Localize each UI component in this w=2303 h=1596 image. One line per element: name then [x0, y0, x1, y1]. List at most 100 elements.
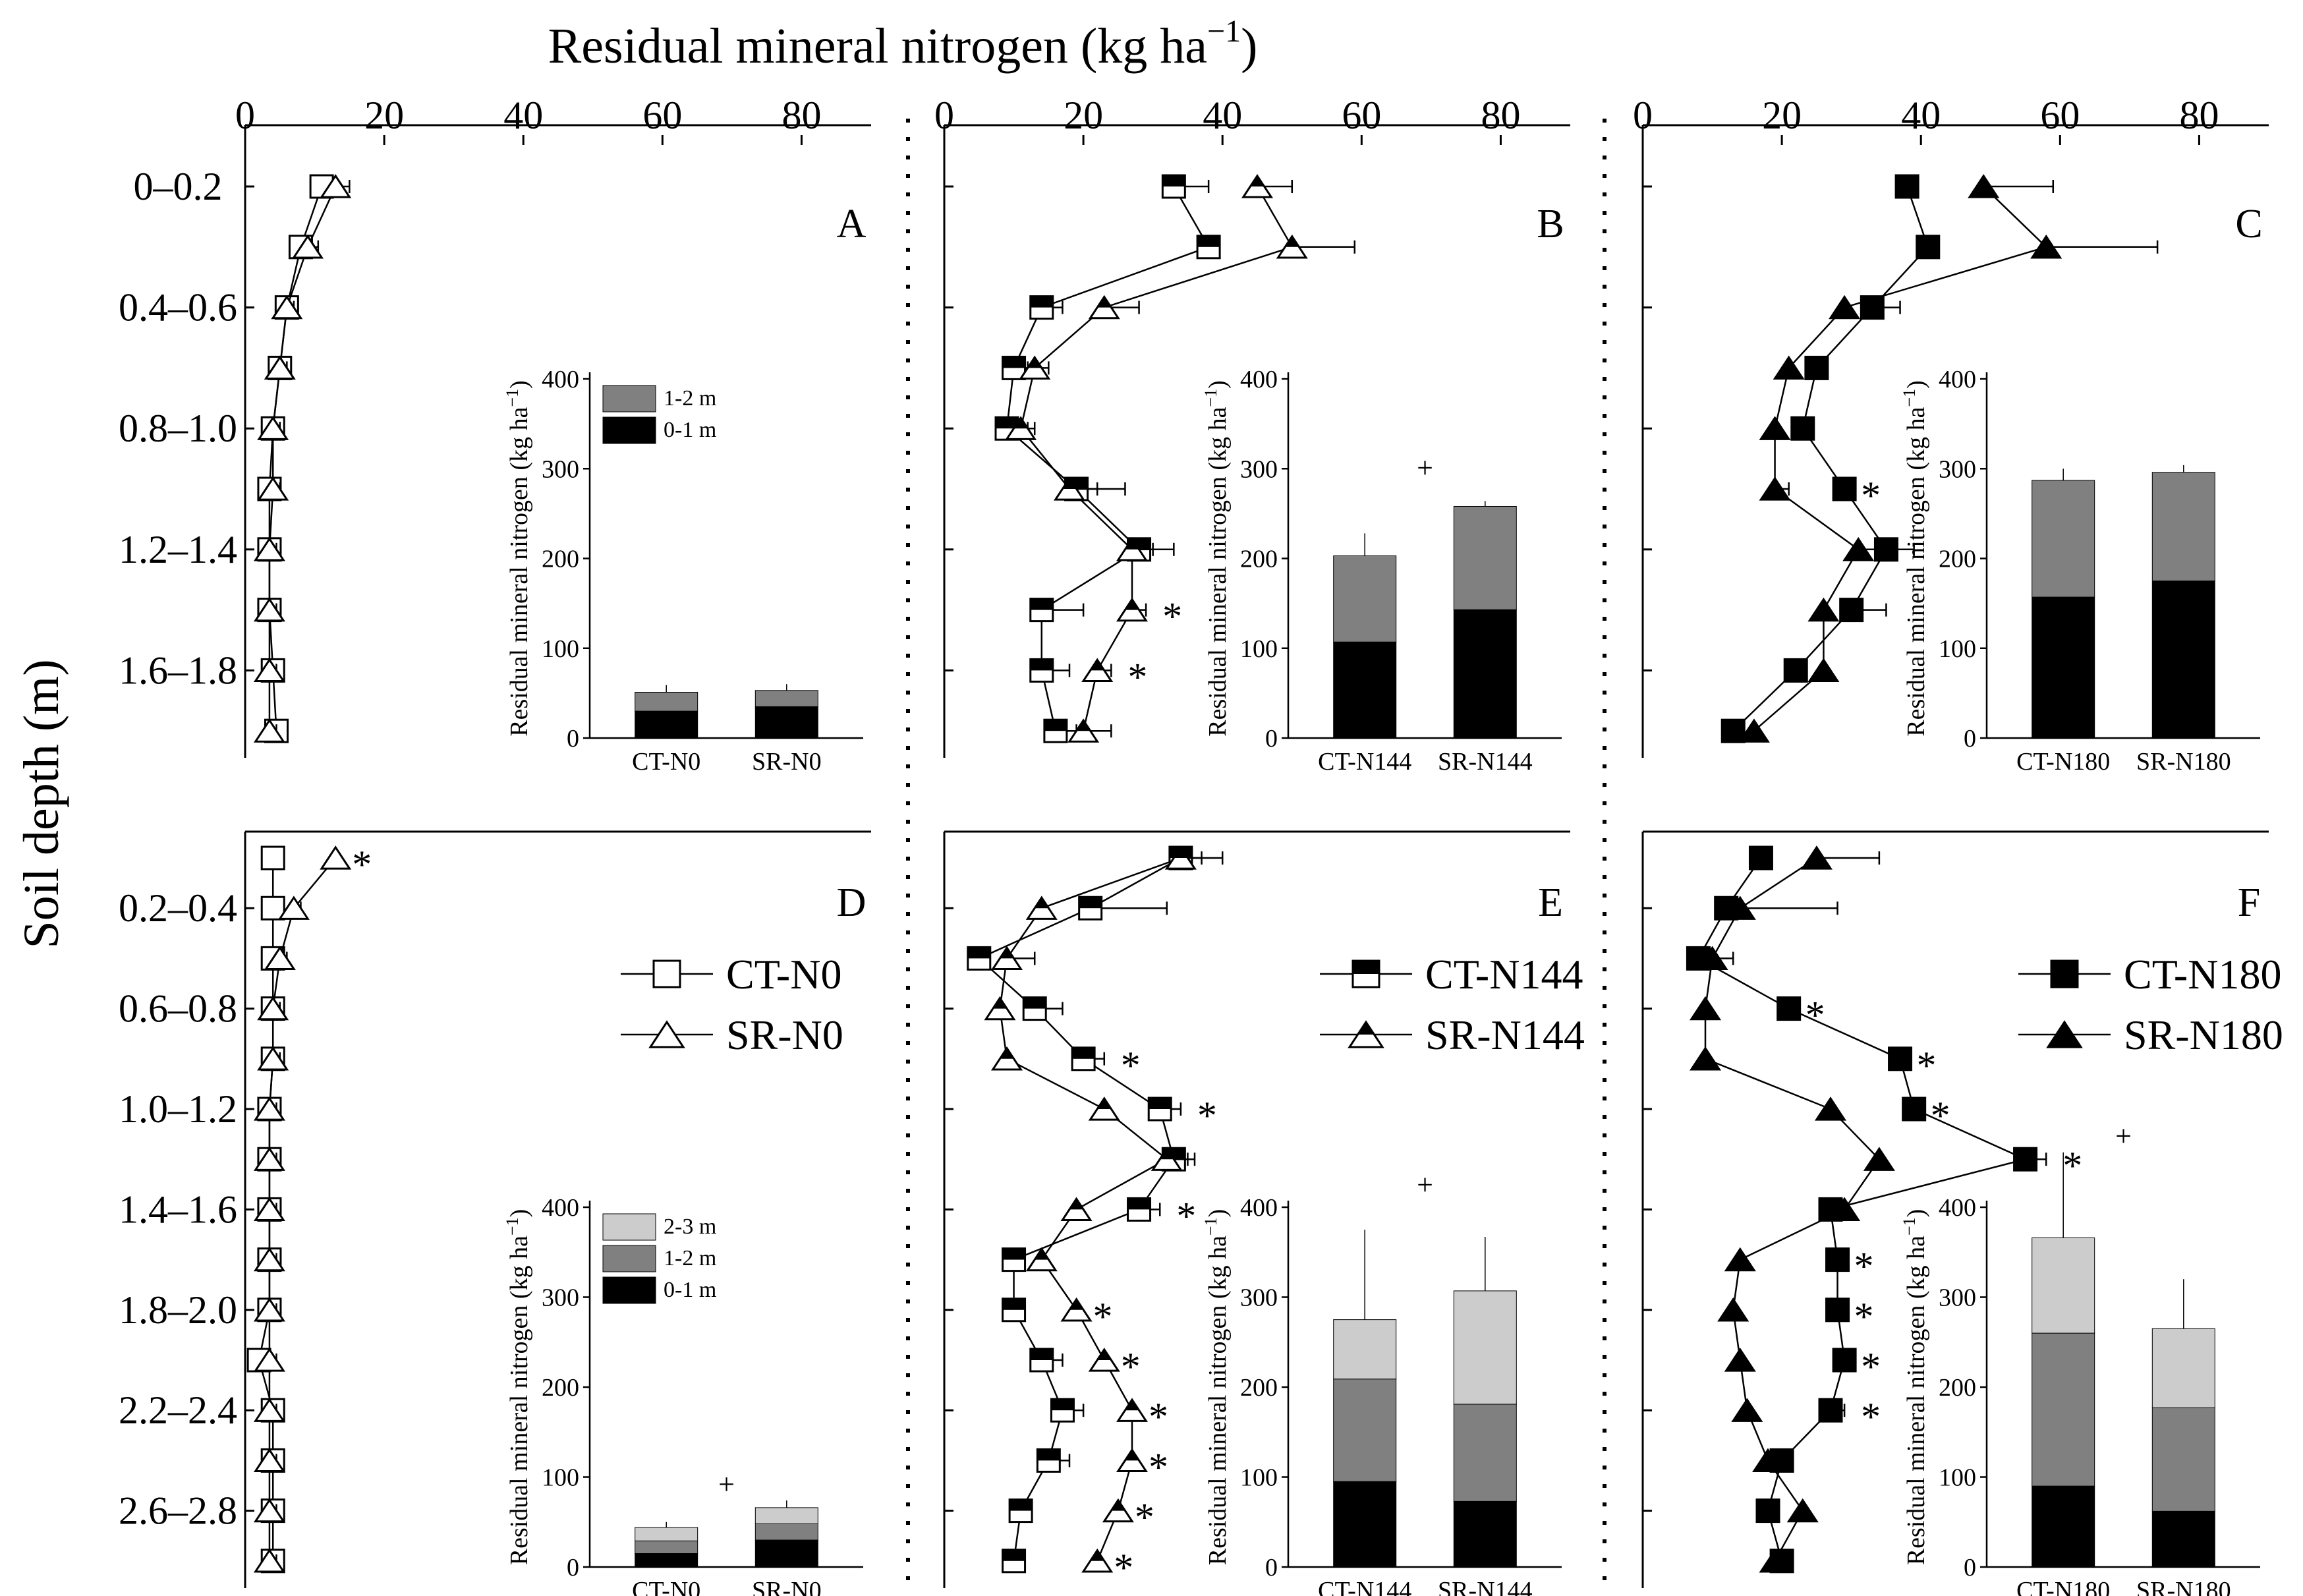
data-point [320, 174, 352, 198]
significance-star: * [1861, 1395, 1881, 1439]
data-point [1790, 416, 1815, 441]
inset-y-axis-title: Residual mineral nitrogen (kg ha−1) [1201, 380, 1232, 737]
inset-bar-segment [1453, 505, 1517, 610]
data-point [1759, 476, 1791, 501]
data-point-fill [1125, 1400, 1139, 1411]
data-point-fill [1160, 1149, 1174, 1160]
data-point [253, 1147, 285, 1171]
data-point [1724, 1247, 1756, 1272]
inset-y-tick-label: 0 [1964, 725, 1976, 753]
data-point [253, 1548, 285, 1573]
inset-bar-segment [635, 1527, 698, 1541]
inset-y-axis-title: Residual mineral nitrogen (kg ha−1) [503, 1209, 533, 1566]
significance-star: * [1149, 1445, 1168, 1489]
inset-y-axis-title: Residual mineral nitrogen (kg ha−1) [1201, 1209, 1232, 1566]
inset-legend-label: 0-1 m [664, 418, 716, 442]
depth-label: 1.2–1.4 [119, 528, 237, 571]
inset-x-tick-label: CT-N180 [2016, 1577, 2110, 1596]
inset-y-tick-label: 200 [1240, 1374, 1278, 1402]
data-point [257, 416, 289, 440]
data-point [1724, 1348, 1756, 1372]
data-point [1717, 1297, 1749, 1322]
inset-y-tick-label: 400 [1939, 366, 1976, 393]
legend-label: CT-N144 [1425, 951, 1583, 998]
x-tick-label: 20 [364, 94, 404, 137]
data-point [1748, 845, 1773, 870]
data-point [277, 896, 310, 920]
data-point [253, 1498, 285, 1523]
inset-y-axis-title-close: ) [1902, 380, 1930, 389]
inset-bar-segment [2032, 596, 2095, 739]
data-point-fill [1069, 1299, 1084, 1310]
series-line-sr-n0 [268, 186, 337, 731]
inset-bar-segment [1453, 609, 1517, 739]
data-point [1832, 1348, 1857, 1373]
inset-x-tick-label: SR-N180 [2136, 748, 2231, 776]
panel-letter: E [1538, 880, 1563, 925]
data-point-fill [1197, 235, 1220, 247]
inset-x-tick-label: SR-N0 [752, 1577, 822, 1596]
panel-letter: F [2238, 880, 2260, 925]
inset-y-tick-label: 200 [542, 1374, 579, 1402]
depth-label: 1.4–1.6 [119, 1187, 237, 1231]
data-point-fill [1097, 1349, 1112, 1360]
inset-legend-swatch [602, 1213, 656, 1241]
inset-y-axis-title-text: Residual mineral nitrogen (kg ha [1902, 1236, 1930, 1565]
data-point-fill [1023, 997, 1046, 1009]
x-tick-label: 80 [2179, 94, 2219, 137]
depth-label: 0.4–0.6 [119, 286, 237, 329]
legend-label: SR-N180 [2124, 1012, 2283, 1058]
inset-y-tick-label: 300 [1939, 455, 1976, 483]
data-point [1804, 355, 1829, 380]
inset-legend-label: 2-3 m [664, 1214, 716, 1239]
depth-label: 0.2–0.4 [119, 886, 237, 930]
significance-star: * [1854, 1295, 1874, 1338]
inset-bar-chart: 0 100 200 300 400 Residual mineral nitrogen (… [503, 366, 863, 776]
inset-y-axis-title-text: Residual mineral nitrogen (kg ha [505, 407, 533, 736]
inset-y-tick-label: 100 [542, 635, 579, 663]
inset-legend-swatch [602, 1276, 656, 1304]
x-tick-label: 40 [1901, 94, 1941, 137]
data-point [1829, 295, 1861, 320]
panel-d: D * CT-N0 SR-N0 0 100 200 300 400 Residual minera… [244, 830, 871, 1596]
legend-marker [648, 1020, 685, 1048]
data-point [1773, 355, 1805, 380]
data-point-fill [996, 417, 1018, 429]
data-point [253, 1197, 285, 1222]
significance-star: * [1861, 474, 1881, 517]
inset-bar-segment [754, 690, 818, 707]
data-point [253, 1247, 285, 1272]
inset-bar-segment [2151, 581, 2215, 739]
inset-legend-swatch [602, 385, 656, 413]
data-point-fill [1035, 898, 1049, 909]
data-point-fill [1125, 1450, 1139, 1461]
data-point [1807, 597, 1840, 622]
data-point [253, 718, 285, 743]
data-point [1807, 658, 1840, 683]
inset-y-tick-label: 300 [1939, 1284, 1976, 1312]
inset-y-tick-label: 200 [542, 546, 579, 573]
data-point [1825, 1297, 1850, 1323]
data-point-fill [1174, 847, 1188, 858]
inset-x-tick-label: CT-N180 [2016, 748, 2110, 776]
x-tick-label: 60 [642, 94, 682, 137]
data-point [1829, 1197, 1861, 1222]
inset-y-tick-label: 100 [542, 1464, 579, 1492]
inset-y-axis-title-close: ) [1204, 380, 1232, 389]
inset-bar-chart: 0 100 200 300 400 Residual mineral nitrogen (… [1900, 1120, 2260, 1596]
x-tick-label: 40 [1203, 94, 1242, 137]
inset-y-tick-label: 100 [1939, 1464, 1976, 1492]
data-point [1755, 1498, 1780, 1524]
legend-marker [652, 959, 681, 988]
inset-y-axis-title-text: Residual mineral nitrogen (kg ha [1204, 407, 1232, 736]
inset-y-axis-title-sup: −1 [1201, 389, 1220, 407]
inset-y-axis-title-close: ) [505, 380, 533, 389]
inset-x-tick-label: SR-N0 [752, 748, 822, 776]
inset-bar-segment [1453, 1404, 1517, 1502]
data-point-fill [1072, 1047, 1095, 1059]
inset-y-tick-label: 400 [542, 366, 579, 393]
legend-marker-fill [1357, 1022, 1375, 1035]
data-point [1777, 996, 1802, 1021]
depth-label: 1.8–2.0 [119, 1288, 237, 1332]
